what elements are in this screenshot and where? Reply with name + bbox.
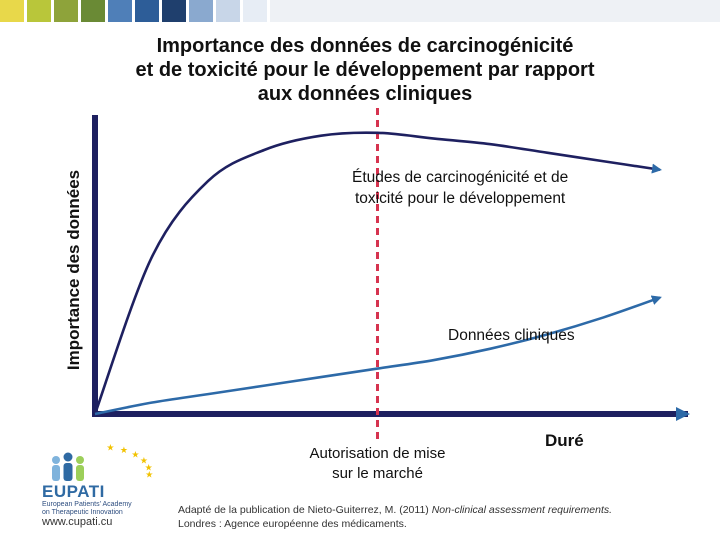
title-line-3: aux données cliniques (257, 83, 473, 105)
y-axis-label: Importance des données (64, 169, 83, 371)
strip-fill (270, 0, 720, 22)
strip-square (243, 0, 267, 22)
x-axis-arrowhead (676, 407, 690, 421)
logo-wordmark: EUPATI (42, 482, 105, 501)
website-url: www.cupati.cu (42, 516, 113, 528)
market-authorization-label-line-2: sur le marché (332, 465, 423, 482)
market-authorization-label-line-1: Autorisation de mise (310, 445, 446, 462)
logo-star: ★ (131, 450, 139, 460)
series-label-clinical: Données cliniques (448, 327, 575, 344)
strip-square (0, 0, 24, 22)
chart-title: Importance des données de carcinogénicit… (60, 34, 670, 106)
logo-subtitle-2: on Therapeutic Innovation (42, 509, 123, 516)
series-label-carcinogenicity-line-1: Études de carcinogénicité et de (352, 169, 568, 186)
title-line-1: Importance des données de carcinogénicit… (156, 35, 574, 57)
eupati-logo: ★ ★ ★★★★ (52, 444, 153, 481)
x-axis-label: Duré (545, 431, 584, 450)
strip-square (81, 0, 105, 22)
strip-square (27, 0, 51, 22)
logo-star: ★ (140, 456, 148, 466)
credit-line-2: Londres : Agence européenne des médicame… (178, 518, 407, 530)
strip-square (108, 0, 132, 22)
logo-stars: ★ ★ ★★★★ (106, 444, 153, 481)
logo-star: ★ (106, 444, 114, 454)
top-color-strip (0, 0, 720, 22)
strip-square (135, 0, 159, 22)
title-line-2: et de toxicité pour le développement par… (135, 59, 595, 81)
strip-square (216, 0, 240, 22)
strip-square (162, 0, 186, 22)
strip-square (189, 0, 213, 22)
source-credit: Adapté de la publication de Nieto-Guiter… (178, 503, 612, 531)
logo-star: ★ (145, 471, 153, 481)
credit-line-1: Adapté de la publication de Nieto-Guiter… (178, 503, 612, 517)
strip-square (54, 0, 78, 22)
credit-prefix: Adapté de la publication de Nieto-Guiter… (178, 504, 432, 516)
series-line-carcinogenicity (93, 131, 662, 415)
series-line-clinical (94, 295, 662, 416)
logo-star: ★ (145, 463, 153, 473)
logo-subtitle-1: European Patients' Academy (42, 501, 132, 508)
credit-italic: Non-clinical assessment requirements. (431, 504, 613, 516)
series-label-carcinogenicity-line-2: toxicité pour le développement (355, 190, 566, 207)
logo-star: ★ (120, 446, 128, 456)
logo-people-icon (52, 452, 84, 481)
